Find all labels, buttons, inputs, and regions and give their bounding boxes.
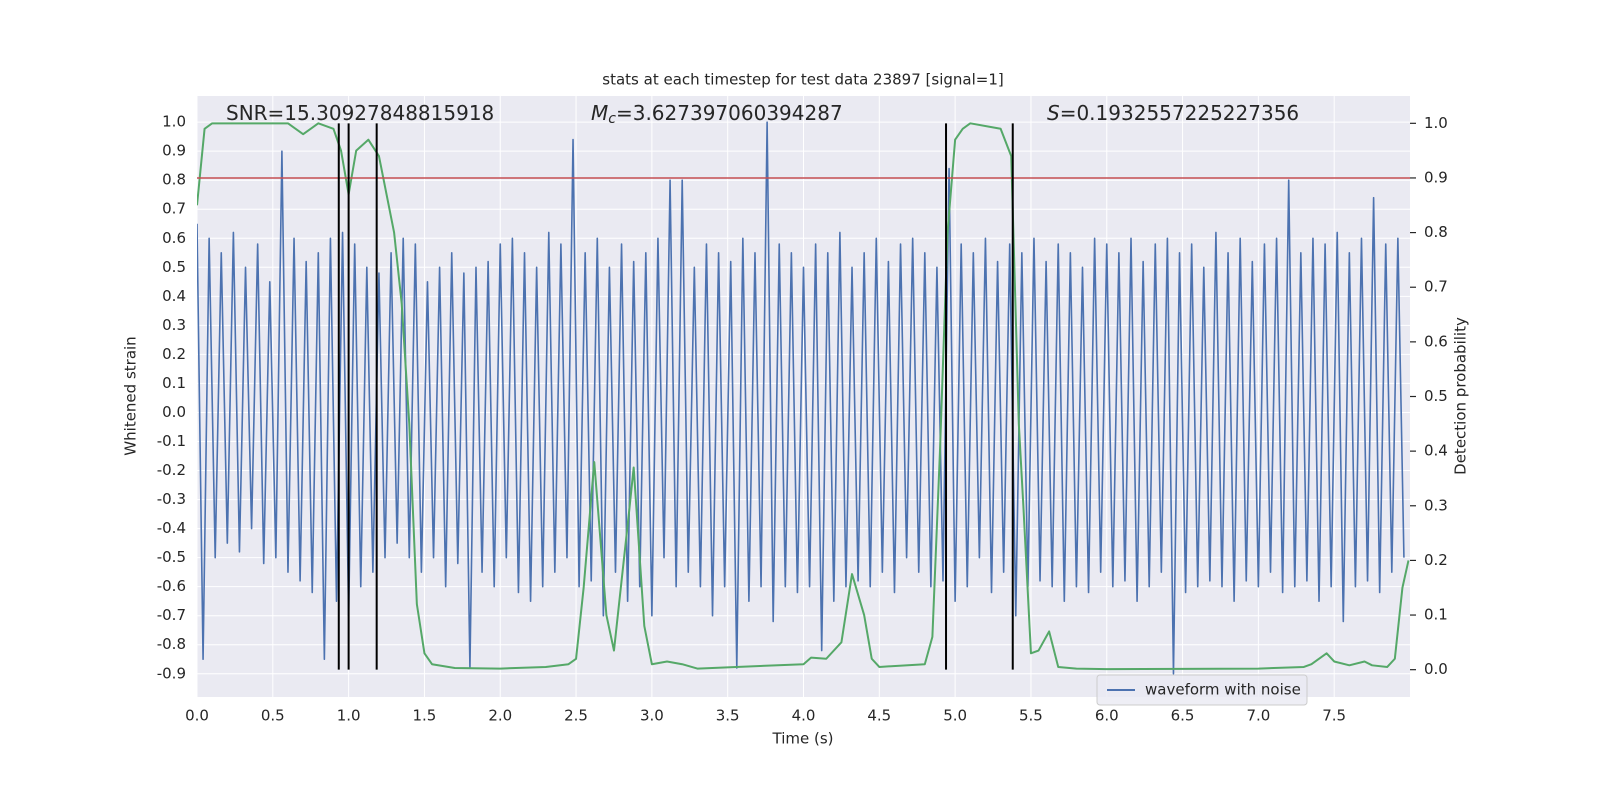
y-tick-label: -0.1 xyxy=(157,432,186,450)
marks xyxy=(197,121,1410,675)
y-tick-label: 0.8 xyxy=(162,171,186,189)
y-tick-label: 0.7 xyxy=(162,200,186,218)
x-tick-label: 6.5 xyxy=(1171,707,1195,725)
y2-tick-label: 0.3 xyxy=(1424,496,1448,514)
y-tick-label: 0.5 xyxy=(162,258,186,276)
y2-tick-label: 1.0 xyxy=(1424,114,1448,132)
legend-box xyxy=(1096,674,1308,706)
annotation-symbol: M xyxy=(591,101,608,125)
x-tick-label: 0.0 xyxy=(185,707,209,725)
y-tick-label: -0.3 xyxy=(157,490,186,508)
annotation: Mc=3.627397060394287 xyxy=(591,101,843,128)
series-line xyxy=(197,122,1410,671)
annotation: SNR=15.30927848815918 xyxy=(226,101,494,125)
annotation-symbol: S xyxy=(1047,101,1060,125)
y-tick-label: -0.9 xyxy=(157,664,186,682)
y-tick-label: 1.0 xyxy=(162,113,186,131)
y2-tick-label: 0.4 xyxy=(1424,442,1448,460)
legend: waveform with noise xyxy=(1096,674,1308,706)
x-tick-label: 1.0 xyxy=(337,707,361,725)
y-tick-label: 0.6 xyxy=(162,229,186,247)
series-line xyxy=(197,121,1405,675)
annotation: S=0.1932557225227356 xyxy=(1047,101,1299,125)
y-tick-label: -0.4 xyxy=(157,519,186,537)
y-axis-label: Whitened strain xyxy=(122,336,140,455)
x-tick-label: 4.5 xyxy=(867,707,891,725)
y2-tick-label: 0.9 xyxy=(1424,168,1448,186)
y-tick-label: -0.8 xyxy=(157,635,186,653)
x-tick-label: 2.0 xyxy=(488,707,512,725)
annotation-subscript: c xyxy=(608,111,616,127)
y-tick-label: -0.7 xyxy=(157,606,186,624)
y-tick-label: -0.2 xyxy=(157,461,186,479)
y2-tick-label: 0.6 xyxy=(1424,332,1448,350)
y2-tick-label: 0.5 xyxy=(1424,387,1448,405)
y-tick-label: 0.4 xyxy=(162,287,186,305)
x-tick-label: 6.0 xyxy=(1095,707,1119,725)
x-tick-label: 7.0 xyxy=(1246,707,1270,725)
annotation-text: =0.1932557225227356 xyxy=(1060,101,1299,125)
x-tick-label: 7.5 xyxy=(1322,707,1346,725)
y-tick-label: -0.6 xyxy=(157,577,186,595)
chart-title: stats at each timestep for test data 238… xyxy=(602,71,1003,89)
y-tick-label: 0.3 xyxy=(162,316,186,334)
y2-axis-label: Detection probability xyxy=(1452,317,1470,475)
y-tick-label: -0.5 xyxy=(157,548,186,566)
y-tick-label: 0.9 xyxy=(162,142,186,160)
x-axis-label: Time (s) xyxy=(772,730,834,748)
legend-label: waveform with noise xyxy=(1145,681,1301,699)
y-tick-label: 0.2 xyxy=(162,345,186,363)
y2-tick-label: 0.7 xyxy=(1424,278,1448,296)
y2-tick-label: 0.0 xyxy=(1424,660,1448,678)
labels: 0.0 0.5 1.0 1.5 2.0 2.5 3.0 3.5 4.0 4.5 5.0 5.5 6.0 6… xyxy=(157,113,1448,725)
annotation-text: SNR=15.30927848815918 xyxy=(226,101,494,125)
x-tick-label: 3.0 xyxy=(640,707,664,725)
x-tick-label: 5.0 xyxy=(943,707,967,725)
x-tick-label: 5.5 xyxy=(1019,707,1043,725)
y2-tick-label: 0.2 xyxy=(1424,551,1448,569)
y2-tick-label: 0.8 xyxy=(1424,223,1448,241)
y-tick-label: 0.1 xyxy=(162,374,186,392)
x-tick-label: 0.5 xyxy=(261,707,285,725)
x-tick-label: 2.5 xyxy=(564,707,588,725)
y-tick-label: 0.0 xyxy=(162,403,186,421)
y2-tick-label: 0.1 xyxy=(1424,606,1448,624)
x-tick-label: 3.5 xyxy=(716,707,740,725)
x-tick-label: 1.5 xyxy=(413,707,437,725)
annotation-text: =3.627397060394287 xyxy=(616,101,843,125)
x-tick-label: 4.0 xyxy=(792,707,816,725)
